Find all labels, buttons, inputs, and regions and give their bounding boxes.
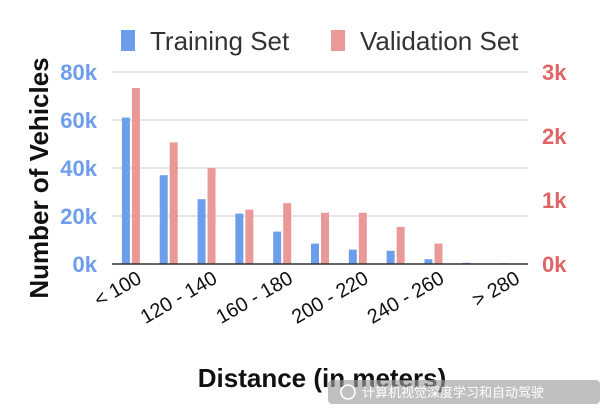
x-tick-label: > 280 bbox=[469, 267, 524, 311]
x-tick-label: 160 - 180 bbox=[212, 267, 296, 328]
bar-training bbox=[386, 250, 395, 264]
legend-label-training: Training Set bbox=[150, 26, 290, 56]
bar-validation bbox=[207, 168, 216, 264]
legend: Training Set Validation Set bbox=[121, 26, 519, 56]
y-left-tick-label: 20k bbox=[60, 204, 97, 229]
x-tick-label: 240 - 260 bbox=[364, 267, 448, 328]
x-tick-label: < 100 bbox=[91, 267, 146, 311]
y-right-tick-label: 0k bbox=[542, 252, 567, 277]
wechat-icon bbox=[340, 384, 356, 400]
gridlines bbox=[112, 71, 528, 217]
bar-validation bbox=[283, 203, 292, 264]
bar-validation bbox=[245, 209, 254, 264]
bar-validation bbox=[434, 243, 443, 264]
y-right-tick-label: 1k bbox=[542, 188, 567, 213]
y-right-tick-label: 3k bbox=[542, 60, 567, 85]
y-left-tick-label: 60k bbox=[60, 108, 97, 133]
legend-label-validation: Validation Set bbox=[360, 26, 519, 56]
bar-training bbox=[159, 175, 168, 264]
y-left-tick-label: 80k bbox=[60, 60, 97, 85]
bar-validation bbox=[321, 212, 329, 264]
y-left-tick-label: 0k bbox=[73, 252, 98, 277]
bar-training bbox=[121, 117, 130, 264]
bar-training bbox=[197, 199, 206, 264]
bar-training bbox=[348, 249, 357, 264]
legend-swatch-training bbox=[121, 30, 135, 51]
bar-training bbox=[235, 213, 244, 264]
bar-validation bbox=[169, 142, 178, 264]
watermark-background bbox=[328, 380, 600, 404]
y-left-tick-label: 40k bbox=[60, 156, 97, 181]
bar-training bbox=[424, 259, 433, 264]
bar-validation bbox=[396, 226, 405, 264]
bar-training bbox=[273, 231, 282, 264]
watermark-text: 计算机视觉深度学习和自动驾驶 bbox=[362, 385, 544, 401]
legend-swatch-validation bbox=[331, 30, 345, 51]
y-axis-right-ticks: 0k 1k 2k 3k bbox=[542, 60, 567, 277]
watermark: 计算机视觉深度学习和自动驾驶 bbox=[328, 380, 600, 404]
y-axis-title: Number of Vehicles bbox=[24, 57, 54, 298]
x-tick-label: 120 - 140 bbox=[137, 267, 221, 328]
x-tick-label: 200 - 220 bbox=[288, 267, 372, 328]
bar-training bbox=[311, 243, 319, 264]
y-axis-left-ticks: 0k 20k 40k 60k 80k bbox=[60, 60, 97, 277]
bar-validation bbox=[131, 88, 140, 264]
bars bbox=[121, 88, 509, 264]
y-right-tick-label: 2k bbox=[542, 124, 567, 149]
bar-validation bbox=[358, 212, 367, 264]
